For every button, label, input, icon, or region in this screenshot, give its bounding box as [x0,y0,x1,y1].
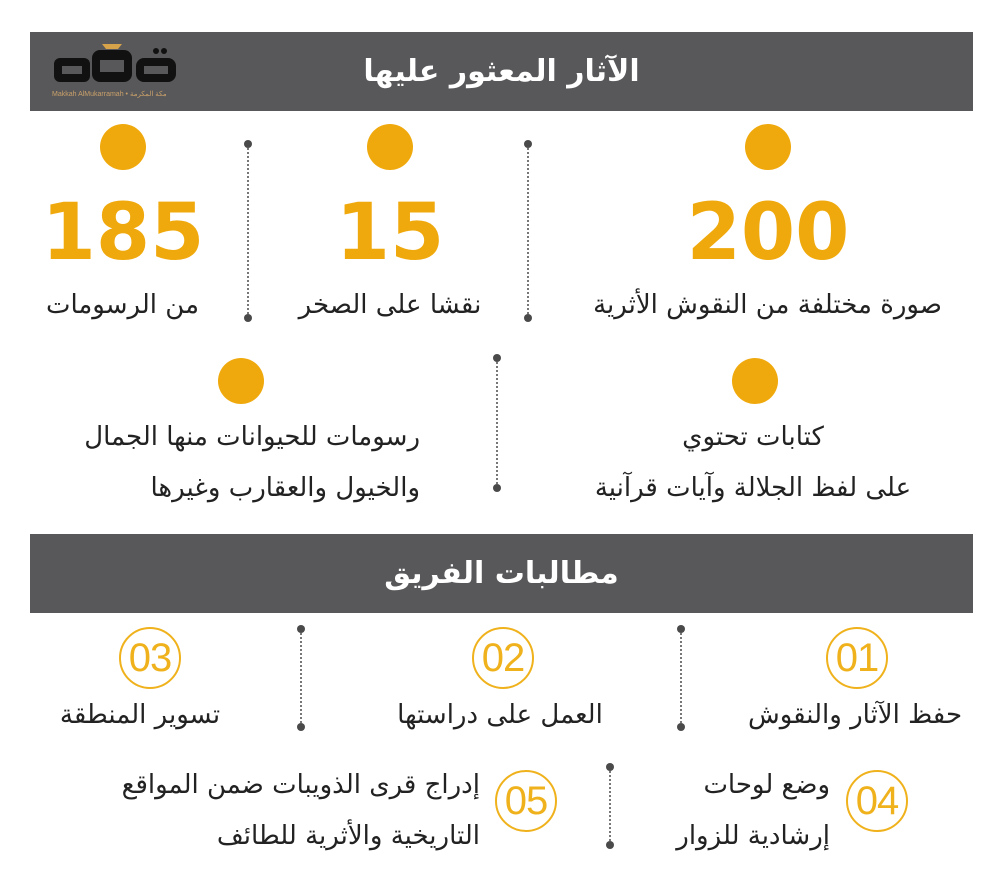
section-title-team-demands: مطالبات الفريق [384,556,619,591]
logo-mark-icon [54,44,176,82]
logo-subtitle: Makkah AlMukarramah • مكة المكرمة [52,91,167,98]
demand-text-04-line1: وضع لوحات [703,770,830,800]
dotted-divider [524,140,532,322]
demand-number-01: 01 [826,627,888,689]
fact-animal-drawings-line2: والخيول والعقارب وغيرها [150,473,420,503]
stat-label-rock-carvings: نقشا على الصخر [298,290,482,320]
demand-text-05-line2: التاريخية والأثرية للطائف [216,821,480,851]
demand-text-03: تسوير المنطقة [59,700,221,730]
accent-dot [732,358,778,404]
stat-label-inscriptions: صورة مختلفة من النقوش الأثرية [593,290,942,320]
header-band-found-artifacts: Makkah AlMukarramah • مكة المكرمة الآثار… [30,32,973,111]
stat-number-rock-carvings: 15 [335,188,445,278]
fact-animal-drawings-line1: رسومات للحيوانات منها الجمال [84,422,420,452]
accent-dot [218,358,264,404]
stat-number-inscriptions: 200 [686,188,850,278]
section-title-found-artifacts: الآثار المعثور عليها [363,54,640,89]
accent-dot [367,124,413,170]
header-band-team-demands: مطالبات الفريق [30,534,973,613]
dotted-divider [297,625,305,731]
stat-label-drawings: من الرسومات [45,290,200,320]
fact-writings-line1: كتابات تحتوي [682,422,824,452]
demand-number-03: 03 [119,627,181,689]
accent-dot [100,124,146,170]
demand-text-05-line1: إدراج قرى الذويبات ضمن المواقع [121,770,480,800]
dotted-divider [493,354,501,492]
demand-number-05: 05 [495,770,557,832]
demand-text-02: العمل على دراستها [397,700,603,730]
fact-writings-line2: على لفظ الجلالة وآيات قرآنية [594,473,912,503]
accent-dot [745,124,791,170]
demand-number-04: 04 [846,770,908,832]
dotted-divider [677,625,685,731]
logo: Makkah AlMukarramah • مكة المكرمة [52,40,182,102]
dotted-divider [244,140,252,322]
demand-text-01: حفظ الآثار والنقوش [747,700,963,730]
demand-text-04-line2: إرشادية للزوار [676,821,830,851]
dotted-divider [606,763,614,849]
demand-number-02: 02 [472,627,534,689]
stat-number-drawings: 185 [41,188,205,278]
